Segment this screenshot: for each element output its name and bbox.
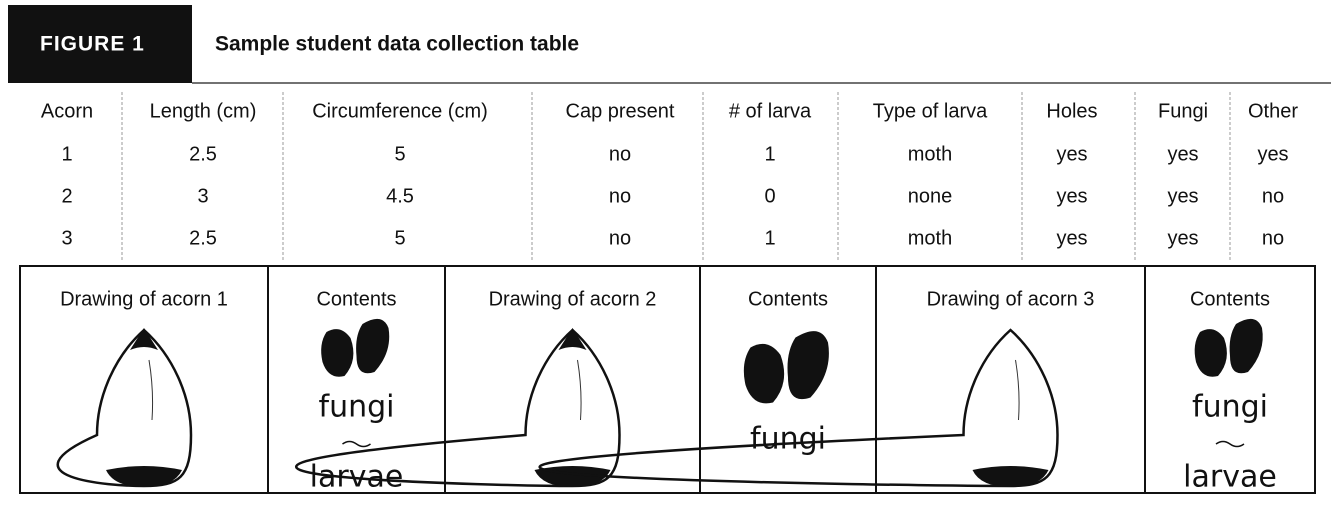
table-cell: 2.5: [189, 227, 217, 249]
fungi-blob: [1194, 329, 1227, 377]
table-cell: yes: [1056, 143, 1087, 165]
handwritten-note: fungi: [1192, 390, 1268, 425]
table-cell: 1: [61, 143, 72, 165]
figure-label-box: [8, 5, 192, 83]
drawing-label: Drawing of acorn 2: [489, 288, 657, 310]
fungi-blob: [356, 318, 390, 374]
table-cell: 5: [394, 143, 405, 165]
table-cell: yes: [1056, 185, 1087, 207]
table-cell: 2.5: [189, 143, 217, 165]
acorn-outline: [538, 328, 1059, 488]
table-cell: moth: [908, 143, 952, 165]
fungi-blob: [787, 331, 829, 400]
table-cell: 3: [197, 185, 208, 207]
table-cell: no: [1262, 185, 1284, 207]
table-cell: no: [609, 143, 631, 165]
drawing-label: Drawing of acorn 3: [927, 288, 1095, 310]
column-header: Type of larva: [873, 100, 988, 122]
handwritten-note: larvae: [1183, 460, 1277, 495]
squiggle: [342, 440, 371, 448]
table-cell: no: [1262, 227, 1284, 249]
table-cell: 3: [61, 227, 72, 249]
table-cell: 1: [764, 143, 775, 165]
drawing-label: Drawing of acorn 1: [60, 288, 228, 310]
drawing-label: Contents: [316, 288, 396, 310]
table-cell: 2: [61, 185, 72, 207]
figure-title: Sample student data collection table: [215, 33, 579, 56]
acorn-outline: [56, 328, 193, 488]
acorn-cap: [558, 328, 587, 350]
table-cell: yes: [1167, 185, 1198, 207]
figure-label: FIGURE 1: [40, 33, 145, 56]
acorn-cap: [130, 328, 158, 350]
column-header: Length (cm): [150, 100, 257, 122]
acorn-crack: [148, 359, 154, 421]
acorn-outline: [294, 328, 621, 488]
table-cell: moth: [908, 227, 952, 249]
drawing-panel: [19, 265, 1316, 494]
fungi-blob: [743, 343, 785, 404]
column-header: Holes: [1046, 100, 1097, 122]
column-header: Circumference (cm): [312, 100, 488, 122]
column-header: Other: [1248, 100, 1298, 122]
handwritten-note: fungi: [750, 422, 826, 457]
table-cell: none: [908, 185, 953, 207]
column-header: Cap present: [566, 100, 675, 122]
column-header: Fungi: [1158, 100, 1208, 122]
acorn-crack: [1015, 359, 1020, 421]
fungi-blob: [1229, 318, 1263, 374]
table-cell: 1: [764, 227, 775, 249]
table-cell: 4.5: [386, 185, 414, 207]
column-header: # of larva: [729, 100, 812, 122]
squiggle: [1215, 440, 1245, 448]
acorn-crack: [577, 359, 582, 421]
drawing-label: Contents: [1190, 288, 1270, 310]
table-cell: no: [609, 227, 631, 249]
table-cell: yes: [1257, 143, 1288, 165]
drawing-label: Contents: [748, 288, 828, 310]
table-cell: 0: [764, 185, 775, 207]
table-cell: no: [609, 185, 631, 207]
table-cell: 5: [394, 227, 405, 249]
table-cell: yes: [1056, 227, 1087, 249]
column-header: Acorn: [41, 100, 93, 122]
acorn-base: [106, 466, 182, 487]
handwritten-note: fungi: [319, 390, 395, 425]
table-cell: yes: [1167, 227, 1198, 249]
fungi-blob: [321, 329, 354, 377]
table-cell: yes: [1167, 143, 1198, 165]
acorn-base: [972, 466, 1049, 487]
